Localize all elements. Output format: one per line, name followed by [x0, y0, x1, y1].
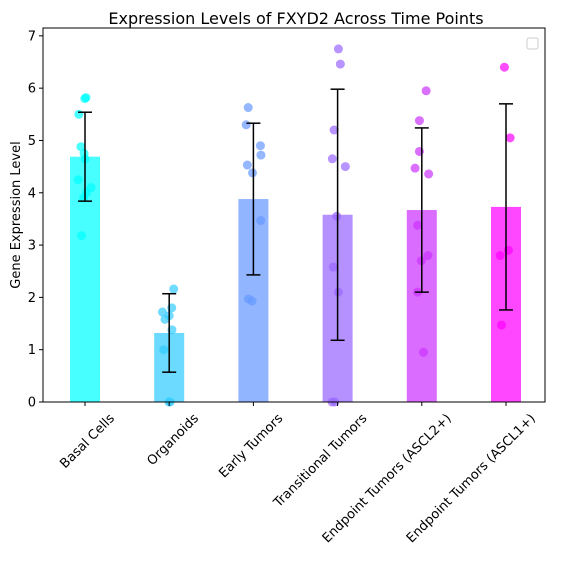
- bars-layer: [70, 156, 521, 402]
- y-tick-label: 7: [28, 29, 36, 44]
- x-tick-label: Basal Cells: [57, 411, 118, 472]
- data-point: [77, 231, 87, 241]
- y-tick-label: 0: [28, 396, 36, 411]
- data-point: [333, 44, 343, 54]
- y-tick-label: 1: [28, 343, 36, 358]
- data-point: [256, 150, 266, 160]
- data-point: [242, 160, 252, 170]
- data-point: [497, 320, 507, 330]
- data-point: [248, 168, 258, 178]
- data-point: [327, 154, 337, 164]
- data-point: [418, 347, 428, 357]
- x-tick-label: Organoids: [144, 411, 202, 469]
- data-point: [256, 215, 266, 225]
- data-point: [76, 142, 86, 152]
- data-point: [423, 251, 433, 261]
- data-point: [255, 141, 265, 151]
- data-point: [414, 116, 424, 126]
- errorbars-layer: [78, 88, 513, 373]
- data-point: [505, 133, 515, 143]
- data-point: [333, 287, 343, 297]
- data-point: [421, 86, 431, 96]
- data-point: [243, 103, 253, 113]
- chart-title: Expression Levels of FXYD2 Across Time P…: [108, 9, 483, 28]
- data-point: [160, 314, 170, 324]
- data-point: [499, 62, 509, 72]
- data-point: [247, 296, 257, 306]
- y-axis: 0 1 2 3 4 5 6 7: [28, 29, 43, 411]
- x-tick-label: Transitional Tumors: [270, 411, 370, 511]
- data-point: [159, 345, 169, 355]
- legend-box: [526, 37, 539, 50]
- data-point: [73, 175, 83, 185]
- data-point: [335, 59, 345, 69]
- x-axis: Basal Cells Organoids Early TumorsTransiti…: [57, 402, 539, 546]
- x-tick-label: Early Tumors: [216, 411, 286, 481]
- y-tick-label: 6: [28, 82, 36, 97]
- data-point: [169, 284, 179, 294]
- y-tick-label: 2: [28, 291, 36, 306]
- y-tick-label: 4: [28, 186, 36, 201]
- data-point: [74, 109, 84, 119]
- data-point: [332, 211, 342, 221]
- data-point: [413, 220, 423, 230]
- data-point: [328, 262, 338, 272]
- data-point: [495, 251, 505, 261]
- data-point: [81, 93, 91, 103]
- y-tick-label: 5: [28, 134, 36, 149]
- plot-frame: [42, 27, 546, 403]
- data-point: [79, 193, 89, 203]
- data-point: [241, 120, 251, 130]
- points-layer: [73, 44, 515, 407]
- y-axis-label: Gene Expression Level: [9, 141, 24, 288]
- data-point: [157, 307, 167, 317]
- y-tick-label: 3: [28, 239, 36, 254]
- data-point: [340, 162, 350, 172]
- data-point: [414, 146, 424, 156]
- data-point: [329, 125, 339, 135]
- data-point: [410, 163, 420, 173]
- data-point: [424, 169, 434, 179]
